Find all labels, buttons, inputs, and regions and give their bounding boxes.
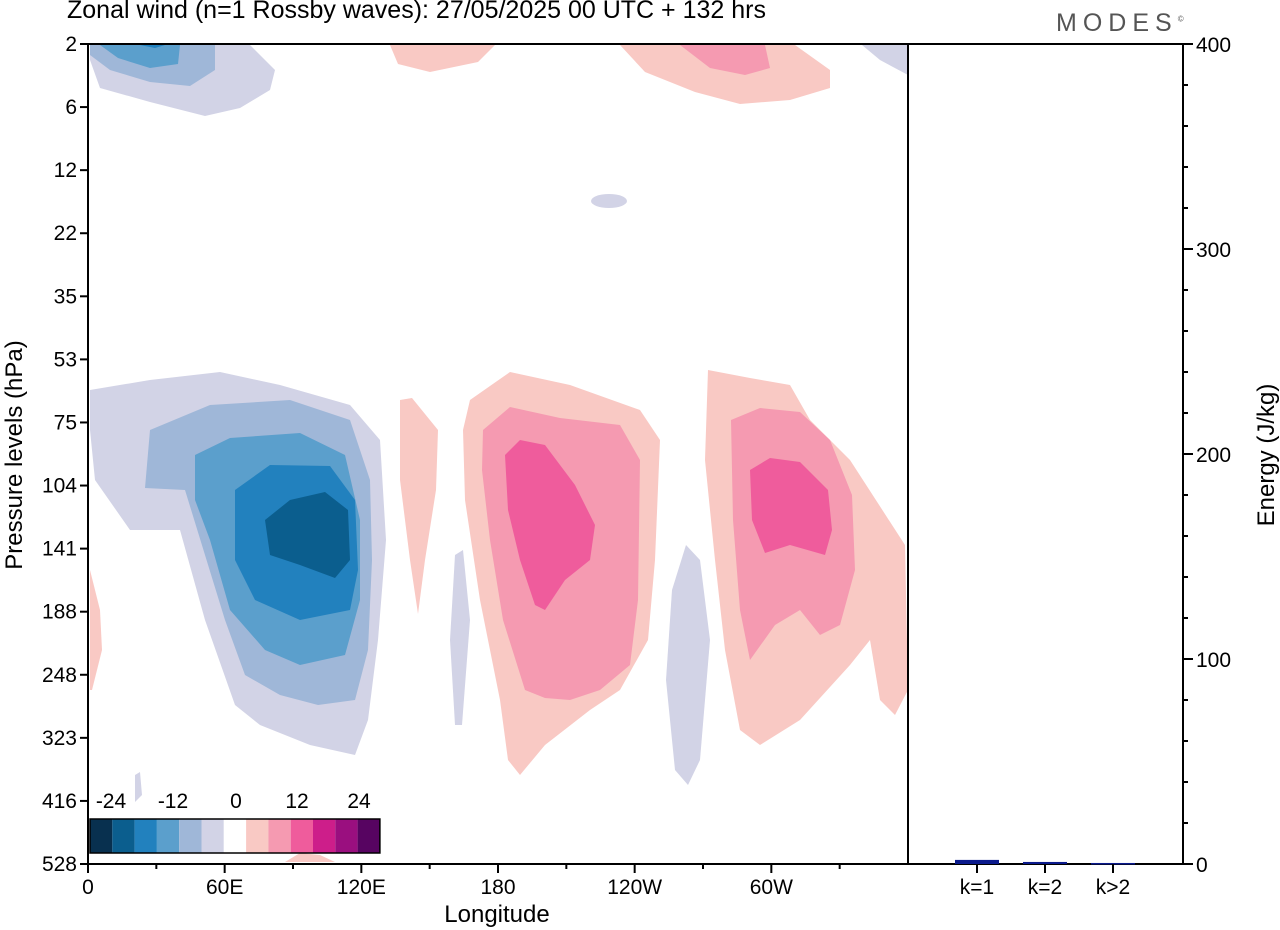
y-tick-label: 75	[54, 411, 77, 434]
y-tick-label: 6	[65, 96, 77, 119]
energy-tick-label: 400	[1196, 34, 1231, 57]
y-axis-title: Pressure levels (hPa)	[1, 340, 28, 569]
x-tick-label: 60W	[750, 876, 793, 899]
chart-title: Zonal wind (n=1 Rossby waves): 27/05/202…	[67, 0, 766, 24]
x-tick-label: 120E	[337, 876, 386, 899]
y-tick-label: 2	[65, 33, 77, 56]
energy-plot-frame	[907, 43, 1184, 865]
wind-contour-field: -24 -12 0 12 24	[89, 44, 908, 862]
colorbar-label: 12	[285, 790, 308, 813]
colorbar-swatch	[156, 819, 180, 853]
y-tick-label: 53	[54, 348, 77, 371]
colorbar-swatch	[134, 819, 157, 853]
y-tick-label: 416	[42, 790, 77, 813]
bar-category-label: k=1	[960, 876, 994, 899]
colorbar-swatch	[246, 819, 269, 853]
energy-bar	[1023, 861, 1067, 864]
colorbar-swatch	[112, 819, 135, 853]
brand-logo: MODES©	[1056, 9, 1184, 37]
colorbar-swatch	[268, 819, 291, 853]
colorbar-label: -24	[96, 790, 127, 813]
colorbar-label: -12	[158, 790, 188, 813]
colorbar-swatch	[90, 819, 113, 853]
y-tick-label: 141	[42, 538, 77, 561]
bar-category-label: k=2	[1028, 876, 1062, 899]
colorbar-border	[89, 818, 381, 854]
x-axis-title: Longitude	[444, 901, 549, 928]
colorbar-swatch	[179, 819, 202, 853]
energy-bars: k=1 k=2 k>2	[955, 859, 1135, 899]
colorbar-swatch	[335, 819, 358, 853]
y-tick-label: 12	[54, 159, 77, 182]
x-tick-label: 180	[480, 876, 515, 899]
color-scale-bar: -24 -12 0 12 24	[89, 790, 381, 854]
colorbar-swatch	[357, 819, 380, 853]
bar-category-label: k>2	[1096, 876, 1130, 899]
y-tick-label: 104	[42, 475, 77, 498]
x-tick-label: 120W	[607, 876, 662, 899]
energy-bar	[1091, 862, 1135, 865]
x-tick-label: 0	[82, 876, 94, 899]
energy-tick-label: 100	[1196, 649, 1231, 672]
y-tick-label: 22	[54, 222, 77, 245]
energy-tick-label: 0	[1196, 854, 1208, 877]
y-tick-label: 248	[42, 664, 77, 687]
energy-bar	[955, 859, 999, 864]
colorbar-label: 24	[347, 790, 371, 813]
y-tick-label: 528	[42, 853, 77, 876]
energy-tick-label: 300	[1196, 239, 1231, 262]
y-tick-label: 35	[54, 285, 77, 308]
y-tick-label: 188	[42, 601, 77, 624]
colorbar-swatch	[313, 819, 336, 853]
colorbar-swatch	[223, 819, 247, 853]
colorbar-label: 0	[230, 790, 242, 813]
energy-tick-label: 200	[1196, 444, 1231, 467]
y-tick-label: 323	[42, 727, 77, 750]
x-tick-label: 60E	[206, 876, 243, 899]
energy-axis-title: Energy (J/kg)	[1253, 384, 1280, 527]
colorbar-swatch	[290, 819, 313, 853]
colorbar-swatch	[201, 819, 224, 853]
